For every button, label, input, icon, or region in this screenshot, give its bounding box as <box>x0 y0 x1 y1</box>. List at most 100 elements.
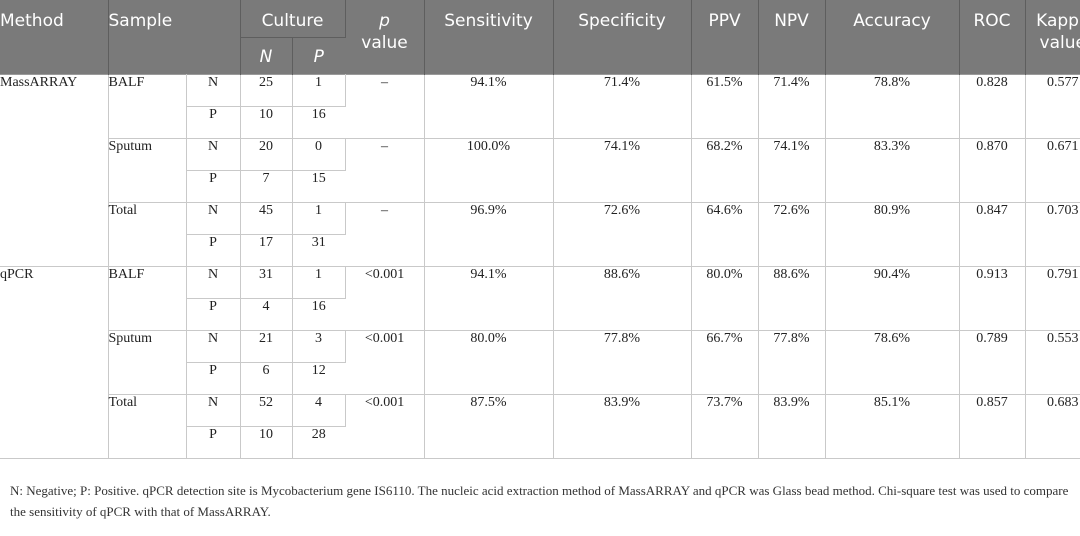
table-row: P 10 16 <box>0 106 1080 139</box>
culture-p-cell: 1 <box>292 202 346 235</box>
p-value-cell: <0.001 <box>345 265 425 331</box>
ppv-cell: 64.6% <box>691 202 759 267</box>
row-label-cell: N <box>186 202 241 235</box>
culture-p-cell: 16 <box>292 298 346 331</box>
sensitivity-cell: 87.5% <box>424 394 554 459</box>
header-culture-n: N <box>240 36 293 74</box>
sample-cell: BALF <box>108 73 187 139</box>
row-label-cell: N <box>186 138 241 171</box>
header-sensitivity: Sensitivity <box>424 0 554 74</box>
roc-cell: 0.847 <box>959 202 1026 267</box>
accuracy-cell: 90.4% <box>825 265 960 331</box>
table-row: P 10 28 <box>0 426 1080 459</box>
table-row: Sputum N 21 3 <0.001 80.0% 77.8% 66.7% 77.8% 78.6… <box>0 330 1080 395</box>
specificity-cell: 83.9% <box>553 394 692 459</box>
table-row: P 4 16 <box>0 298 1080 331</box>
ppv-cell: 61.5% <box>691 73 759 139</box>
accuracy-cell: 85.1% <box>825 394 960 459</box>
kappa-cell: 0.577 <box>1025 73 1080 139</box>
row-label-cell: N <box>186 394 241 427</box>
results-table: Method Sample Culture p value Sensitivity… <box>0 0 1080 459</box>
ppv-cell: 68.2% <box>691 138 759 203</box>
header-specificity: Specificity <box>553 0 692 74</box>
table-row: Total N 52 4 <0.001 87.5% 83.9% 73.7% 83.9% 85.1%… <box>0 394 1080 459</box>
table-row: Total N 45 1–96.9% 72.6% 64.6% 72.6% 80.9% 0.847… <box>0 202 1080 267</box>
culture-n-cell: 25 <box>240 73 293 107</box>
specificity-cell: 77.8% <box>553 330 692 395</box>
culture-n-cell: 10 <box>240 106 293 139</box>
p-value-cell: <0.001 <box>345 394 425 459</box>
accuracy-cell: 78.8% <box>825 73 960 139</box>
culture-p-cell: 1 <box>292 73 346 107</box>
culture-n-cell: 52 <box>240 394 293 427</box>
header-culture-p: P <box>292 36 346 74</box>
sample-cell: Total <box>108 394 187 459</box>
sensitivity-cell: 96.9% <box>424 202 554 267</box>
header-sample: Sample <box>108 0 241 74</box>
row-label-cell: N <box>186 330 241 363</box>
ppv-cell: 66.7% <box>691 330 759 395</box>
culture-p-cell: 28 <box>292 426 346 459</box>
culture-n-cell: 21 <box>240 330 293 363</box>
p-value-cell: <0.001 <box>345 330 425 395</box>
kappa-cell: 0.703 <box>1025 202 1080 267</box>
culture-n-cell: 6 <box>240 362 293 395</box>
accuracy-cell: 78.6% <box>825 330 960 395</box>
sample-cell: Sputum <box>108 138 187 203</box>
table-row: P 7 15 <box>0 170 1080 203</box>
header-method: Method <box>0 0 109 74</box>
accuracy-cell: 83.3% <box>825 138 960 203</box>
culture-p-cell: 16 <box>292 106 346 139</box>
culture-n-cell: 4 <box>240 298 293 331</box>
culture-n-cell: 45 <box>240 202 293 235</box>
npv-cell: 74.1% <box>758 138 826 203</box>
table-row: P 6 12 <box>0 362 1080 395</box>
specificity-cell: 88.6% <box>553 265 692 331</box>
npv-cell: 71.4% <box>758 73 826 139</box>
method-cell: qPCR <box>0 265 109 459</box>
kappa-cell: 0.683 <box>1025 394 1080 459</box>
row-label-cell: P <box>186 362 241 395</box>
table-row: qPCR BALF N 31 1 <0.001 94.1% 88.6% 80.0% 88.6% 90… <box>0 265 1080 459</box>
roc-cell: 0.789 <box>959 330 1026 395</box>
roc-cell: 0.870 <box>959 138 1026 203</box>
table-footnote: N: Negative; P: Positive. qPCR detection… <box>10 483 1069 519</box>
header-npv: NPV <box>758 0 826 74</box>
culture-n-cell: 10 <box>240 426 293 459</box>
table-row: MassARRAY BALF N 25 1–94.1% 71.4% 61.5% 71.4% 78… <box>0 73 1080 267</box>
kappa-cell: 0.553 <box>1025 330 1080 395</box>
culture-n-cell: 31 <box>240 265 293 299</box>
culture-p-cell: 3 <box>292 330 346 363</box>
sample-cell: Sputum <box>108 330 187 395</box>
specificity-cell: 72.6% <box>553 202 692 267</box>
header-p-value: p value <box>345 0 425 74</box>
ppv-cell: 73.7% <box>691 394 759 459</box>
row-label-cell: P <box>186 298 241 331</box>
p-value-cell: – <box>345 73 425 139</box>
header-culture: Culture <box>240 0 346 37</box>
kappa-cell: 0.791 <box>1025 265 1080 331</box>
roc-cell: 0.828 <box>959 73 1026 139</box>
row-label-cell: P <box>186 106 241 139</box>
table-row: P 17 31 <box>0 234 1080 267</box>
table-row: Sputum N 20 0–100.0% 74.1% 68.2% 74.1% 83.3% 0.8… <box>0 138 1080 203</box>
specificity-cell: 71.4% <box>553 73 692 139</box>
accuracy-cell: 80.9% <box>825 202 960 267</box>
header-roc: ROC <box>959 0 1026 74</box>
row-label-cell: P <box>186 426 241 459</box>
culture-p-cell: 4 <box>292 394 346 427</box>
sensitivity-cell: 94.1% <box>424 73 554 139</box>
npv-cell: 72.6% <box>758 202 826 267</box>
specificity-cell: 74.1% <box>553 138 692 203</box>
sample-cell: BALF <box>108 265 187 331</box>
culture-n-cell: 20 <box>240 138 293 171</box>
row-label-cell: N <box>186 265 241 299</box>
method-cell: MassARRAY <box>0 73 109 267</box>
sensitivity-cell: 94.1% <box>424 265 554 331</box>
kappa-cell: 0.671 <box>1025 138 1080 203</box>
culture-n-cell: 17 <box>240 234 293 267</box>
sample-cell: Total <box>108 202 187 267</box>
row-label-cell: N <box>186 73 241 107</box>
row-label-cell: P <box>186 170 241 203</box>
sensitivity-cell: 80.0% <box>424 330 554 395</box>
